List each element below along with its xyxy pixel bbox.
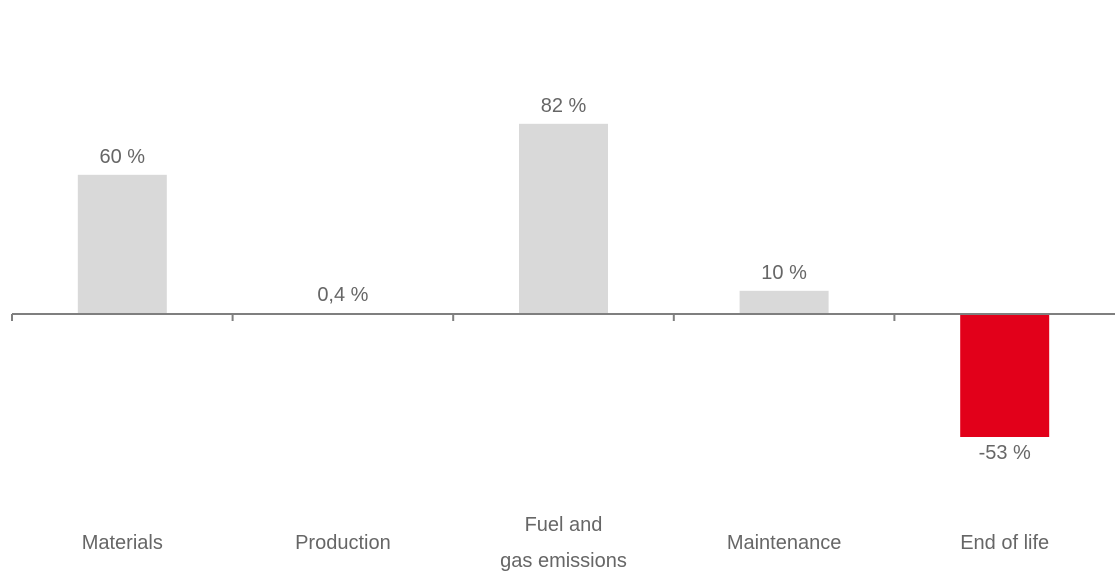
category-label-2: Fuel and gas emissions	[500, 514, 627, 572]
category-label-1: Production	[295, 532, 391, 554]
bar-3	[739, 290, 829, 314]
data-label-3: 10 %	[761, 262, 807, 284]
bar-4	[960, 314, 1050, 437]
data-label-1: 0,4 %	[317, 284, 368, 306]
bars-group	[77, 123, 1050, 437]
category-label-3: Maintenance	[727, 532, 842, 554]
bar-0	[77, 174, 167, 314]
category-label-0: Materials	[82, 532, 163, 554]
x-axis	[11, 313, 1115, 321]
data-label-2: 82 %	[541, 95, 587, 117]
bar-2	[519, 123, 608, 314]
labels-group: 60 % Materials 0,4 % Production 82 % Fuel and…	[82, 95, 1049, 572]
data-label-4: -53 %	[979, 442, 1031, 464]
data-label-0: 60 %	[100, 146, 146, 168]
category-label-4: End of life	[960, 532, 1049, 554]
